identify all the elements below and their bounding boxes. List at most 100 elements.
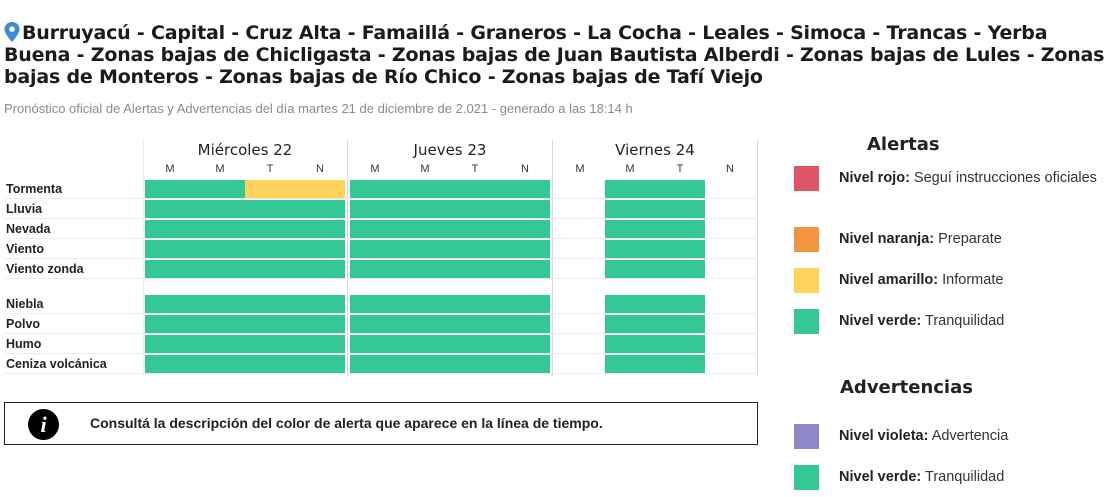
alert-cell-verde [450,260,500,278]
period-label: M [165,163,175,175]
alert-cell-verde [245,295,295,313]
alert-cell-verde [500,220,550,238]
alert-cell-verde [245,335,295,353]
alert-cell-verde [295,315,345,333]
alert-cell-verde [195,260,245,278]
alert-cell-verde [605,180,655,198]
alert-cell-verde [655,180,705,198]
alert-cell-verde [400,180,450,198]
legend-level-violeta: Nivel violeta: [839,428,929,444]
alert-cell-amarillo [245,180,295,198]
alert-cell-verde [145,180,195,198]
alert-cell-verde [400,335,450,353]
row-label-humo: Humo [6,337,42,351]
row-label-niebla: Niebla [6,297,44,311]
alert-cell-verde [655,200,705,218]
forecast-subtitle: Pronóstico oficial de Alertas y Adverten… [4,101,633,116]
title-block: Burruyacú - Capital - Cruz Alta - Famail… [4,22,1109,88]
swatch-violeta [794,424,819,449]
legend-level-verde-advertencia: Nivel verde: [839,469,922,485]
alert-cell-verde [195,180,245,198]
period-label: M [370,163,380,175]
period-label: M [420,163,430,175]
advertencias-heading: Advertencias [840,377,973,398]
alert-cell-verde [195,240,245,258]
alert-cell-verde [400,355,450,373]
row-divider [4,258,758,259]
alert-cell-verde [295,335,345,353]
row-divider [4,218,758,219]
alert-cell-verde [655,335,705,353]
swatch-rojo [794,166,819,191]
alert-cell-verde [500,200,550,218]
swatch-verde [794,309,819,334]
period-label: N [316,163,324,175]
alert-cell-verde [450,355,500,373]
alert-cell-verde [500,180,550,198]
alert-cell-verde [400,295,450,313]
swatch-verde-advertencia [794,465,819,490]
legend-desc-rojo: Seguí instrucciones oficiales [913,170,1097,186]
alert-cell-verde [350,335,400,353]
alert-cell-verde [195,295,245,313]
alert-cell-verde [605,295,655,313]
alert-cell-verde [450,335,500,353]
alert-cell-verde [295,355,345,373]
alert-cell-verde [605,315,655,333]
row-label-lluvia: Lluvia [6,202,43,216]
row-label-nevada: Nevada [6,222,51,236]
alert-cell-verde [145,355,195,373]
alert-cell-verde [400,200,450,218]
alert-cell-verde [350,240,400,258]
alert-cell-verde [350,220,400,238]
day-header: Viernes 24 [615,141,695,159]
alert-cell-verde [500,240,550,258]
period-label: M [575,163,585,175]
alert-cell-amarillo [295,180,345,198]
alert-cell-verde [500,295,550,313]
swatch-amarillo [794,268,819,293]
alert-cell-verde [605,335,655,353]
alert-cell-verde [195,315,245,333]
alert-cell-verde [500,260,550,278]
alert-cell-verde [655,260,705,278]
legend-desc-naranja: Preparate [938,231,1002,247]
alert-cell-verde [400,315,450,333]
legend-level-rojo: Nivel rojo: [839,170,910,186]
alert-cell-verde [350,180,400,198]
alert-cell-verde [400,240,450,258]
alert-cell-verde [655,295,705,313]
alert-cell-verde [350,355,400,373]
alert-cell-verde [195,335,245,353]
alert-cell-verde [295,200,345,218]
alert-cell-verde [295,220,345,238]
alert-cell-verde [450,220,500,238]
period-label: T [471,163,479,175]
day-header: Jueves 23 [413,141,487,159]
alert-cell-verde [605,355,655,373]
alert-cell-verde [145,335,195,353]
alert-cell-verde [145,260,195,278]
alert-cell-verde [245,200,295,218]
alert-cell-verde [195,220,245,238]
alert-cell-verde [605,240,655,258]
row-label-ceniza-volcanica: Ceniza volcánica [6,357,107,371]
alert-cell-verde [145,200,195,218]
alert-cell-verde [245,315,295,333]
alert-cell-verde [295,295,345,313]
alert-cell-verde [350,315,400,333]
alert-cell-verde [245,355,295,373]
legend-desc-violeta: Advertencia [931,428,1009,444]
legend-level-verde: Nivel verde: [839,313,922,329]
alert-cell-verde [400,260,450,278]
alert-timeline-grid: Miércoles 22 M M T N Jueves 23 M M T N Viernes 24 M… [4,140,758,376]
alert-cell-verde [350,260,400,278]
row-divider [4,313,758,314]
legend-level-naranja: Nivel naranja: [839,231,935,247]
alert-cell-verde [655,240,705,258]
alert-cell-verde [500,315,550,333]
period-label: M [625,163,635,175]
alert-cell-verde [245,240,295,258]
day-header: Miércoles 22 [197,141,293,159]
alert-cell-verde [605,220,655,238]
